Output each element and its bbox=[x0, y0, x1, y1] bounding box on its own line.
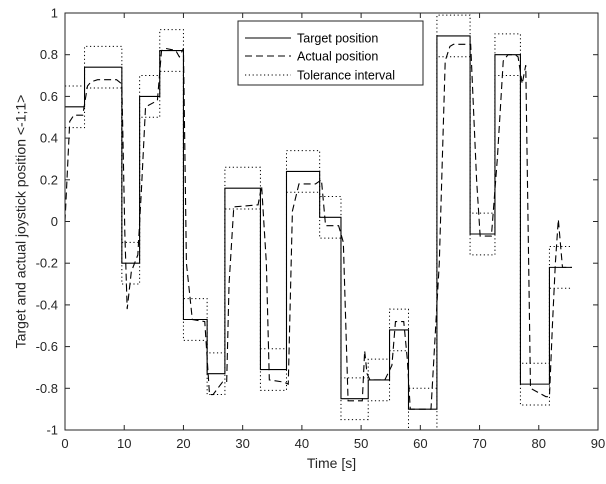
y-tick-label: -1 bbox=[46, 423, 58, 438]
x-tick-label: 10 bbox=[117, 436, 131, 451]
x-axis-label: Time [s] bbox=[307, 455, 356, 471]
y-tick-label: 0.2 bbox=[40, 172, 58, 187]
tolerance-upper-line bbox=[65, 14, 572, 389]
legend-label-actual: Actual position bbox=[297, 50, 378, 64]
axes-layer: 0 10 20 30 40 50 60 70 80 90 -1 -0.8 -0.6 -0.4 -0.2 0 0.… bbox=[36, 6, 606, 452]
tolerance-lower-line bbox=[65, 56, 572, 430]
y-tick-label: -0.6 bbox=[36, 339, 58, 354]
x-tick-label: 30 bbox=[235, 436, 249, 451]
x-tick-label: 20 bbox=[176, 436, 190, 451]
y-tick-label: -0.4 bbox=[36, 297, 58, 312]
y-tick-label: -0.2 bbox=[36, 256, 58, 271]
x-tick-label: 60 bbox=[413, 436, 427, 451]
x-tick-label: 80 bbox=[532, 436, 546, 451]
x-tick-label: 90 bbox=[591, 436, 605, 451]
x-tick-label: 70 bbox=[472, 436, 486, 451]
target-position-line bbox=[65, 35, 572, 410]
y-tick-label: 0 bbox=[51, 214, 58, 229]
y-tick-label: -0.8 bbox=[36, 381, 58, 396]
legend: Target position Actual position Toleranc… bbox=[237, 20, 424, 86]
x-tick-label: 0 bbox=[61, 436, 68, 451]
y-tick-label: 1 bbox=[51, 6, 58, 21]
legend-label-tolerance: Tolerance interval bbox=[297, 69, 395, 83]
x-tick-label: 40 bbox=[295, 436, 309, 451]
y-tick-label: 0.8 bbox=[40, 47, 58, 62]
actual-position-line bbox=[65, 43, 572, 410]
series-layer bbox=[65, 14, 572, 430]
y-tick-label: 0.6 bbox=[40, 89, 58, 104]
y-tick-label: 0.4 bbox=[40, 131, 58, 146]
x-tick-label: 50 bbox=[354, 436, 368, 451]
y-axis-label: Target and actual joystick position <-1;… bbox=[13, 95, 29, 349]
legend-label-target: Target position bbox=[297, 32, 378, 46]
legend-box bbox=[237, 20, 424, 86]
